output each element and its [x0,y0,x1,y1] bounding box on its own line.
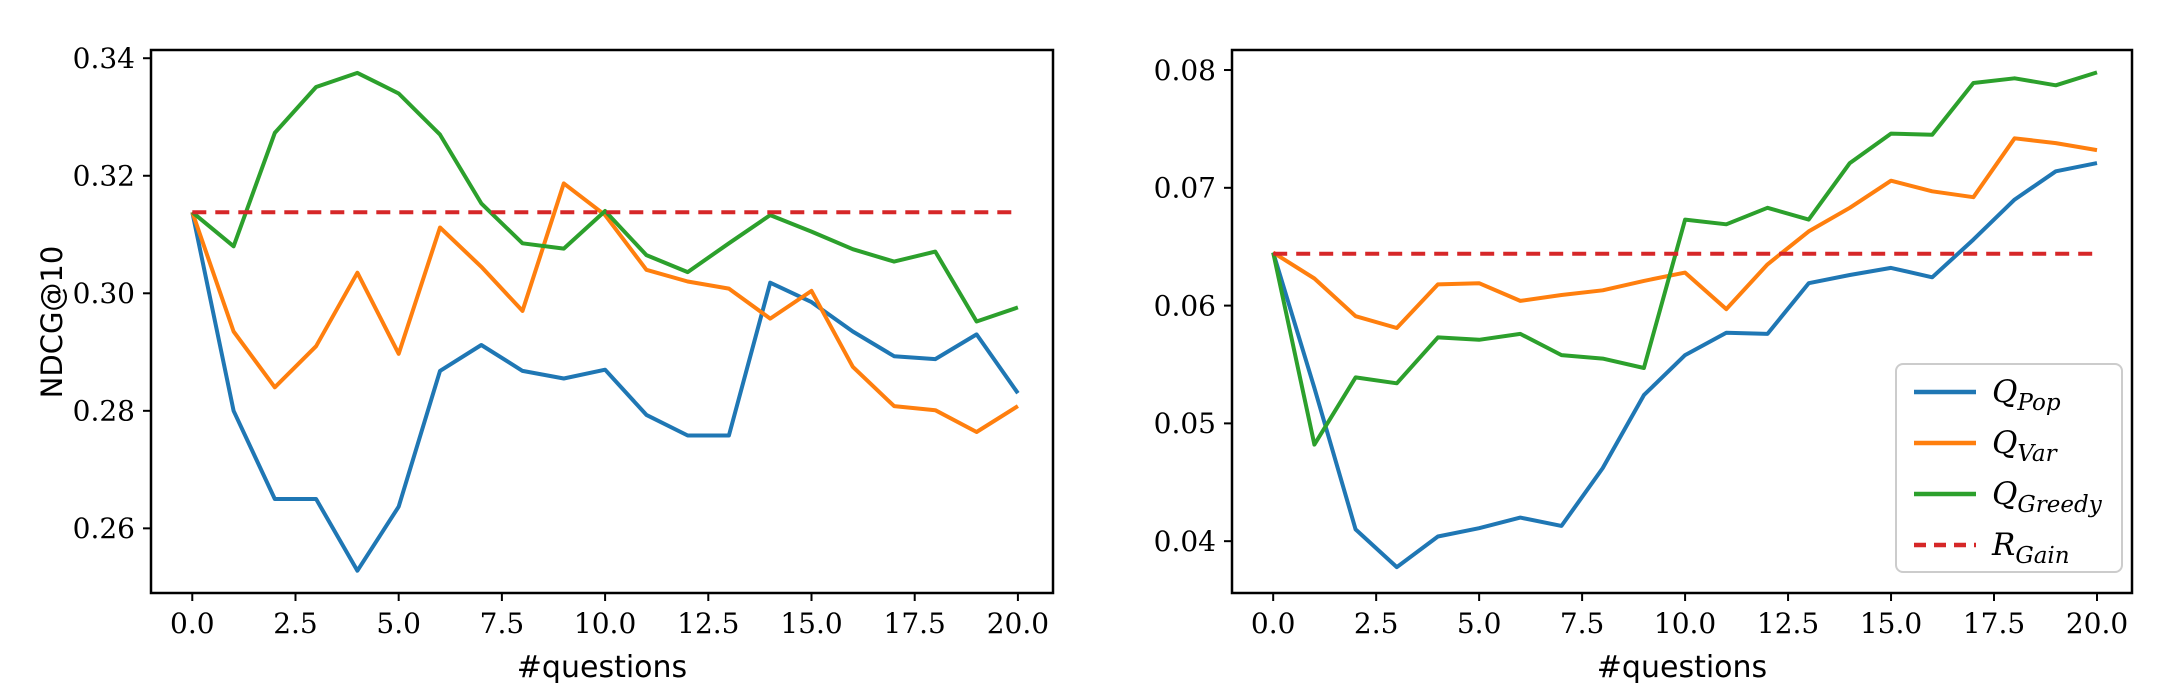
series-line-q-var-right [1272,136,2098,330]
x-tick-label: 17.5 [1963,607,2025,640]
y-tick-label: 0.28 [73,395,135,428]
series-line-q-greedy-left [191,70,1019,324]
y-tick-label: 0.32 [73,160,135,193]
x-tick-label: 7.5 [1560,607,1605,640]
x-tick-label: 12.5 [1757,607,1819,640]
x-tick-label: 5.0 [376,607,421,640]
legend-label-q-greedy: QGreedy [1992,476,2103,518]
x-tick-label: 12.5 [677,607,739,640]
legend-frame [1895,363,2123,573]
x-tick-label: 10.0 [1654,607,1716,640]
y-tick-label: 0.06 [1154,289,1216,322]
x-tick-label: 7.5 [480,607,525,640]
series-line-q-pop-left [190,211,1020,573]
left-x-axis-label: #questions [517,650,687,683]
series-line-q-var-left [190,181,1019,434]
legend-label-q-var: QVar [1992,425,2059,467]
legend-box: QPop QVar QGreedy RGain [1895,363,2123,573]
x-tick-label: 2.5 [1354,607,1399,640]
x-tick-label: 10.0 [574,607,636,640]
y-tick-label: 0.08 [1154,54,1216,87]
y-tick-label: 0.04 [1154,525,1216,558]
legend-label-r-gain: RGain [1991,527,2070,569]
x-tick-label: 15.0 [780,607,842,640]
left-y-axis-label: NDCG@10 [35,246,69,399]
axes-spines [149,48,1055,595]
x-tick-label: 20.0 [987,607,1049,640]
x-tick-label: 15.0 [1860,607,1922,640]
axes-spines [1230,48,2134,595]
y-tick-label: 0.30 [73,277,135,310]
x-tick-label: 0.0 [1251,607,1296,640]
y-tick-label: 0.07 [1154,172,1216,205]
series-line-q-pop-right [1271,161,2098,570]
legend-label-q-pop: QPop [1992,374,2061,416]
y-tick-label: 0.05 [1154,407,1216,440]
series-line-q-greedy-right [1271,70,2098,447]
right-x-axis-label: #questions [1597,650,1767,683]
y-tick-label: 0.26 [73,512,135,545]
right-chart-panel: 0.0 2.5 5.0 7.5 10.0 12.5 15.0 17.5 20.0 0.04 0.05… [1154,48,2134,640]
x-tick-label: 2.5 [273,607,318,640]
x-tick-label: 17.5 [884,607,946,640]
x-tick-label: 20.0 [2066,607,2128,640]
y-tick-label: 0.34 [73,42,135,75]
x-tick-label: 0.0 [170,607,215,640]
x-tick-label: 5.0 [1457,607,1502,640]
left-chart-panel: 0.0 2.5 5.0 7.5 10.0 12.5 15.0 17.5 20.0 0.26 0.28… [73,42,1055,640]
